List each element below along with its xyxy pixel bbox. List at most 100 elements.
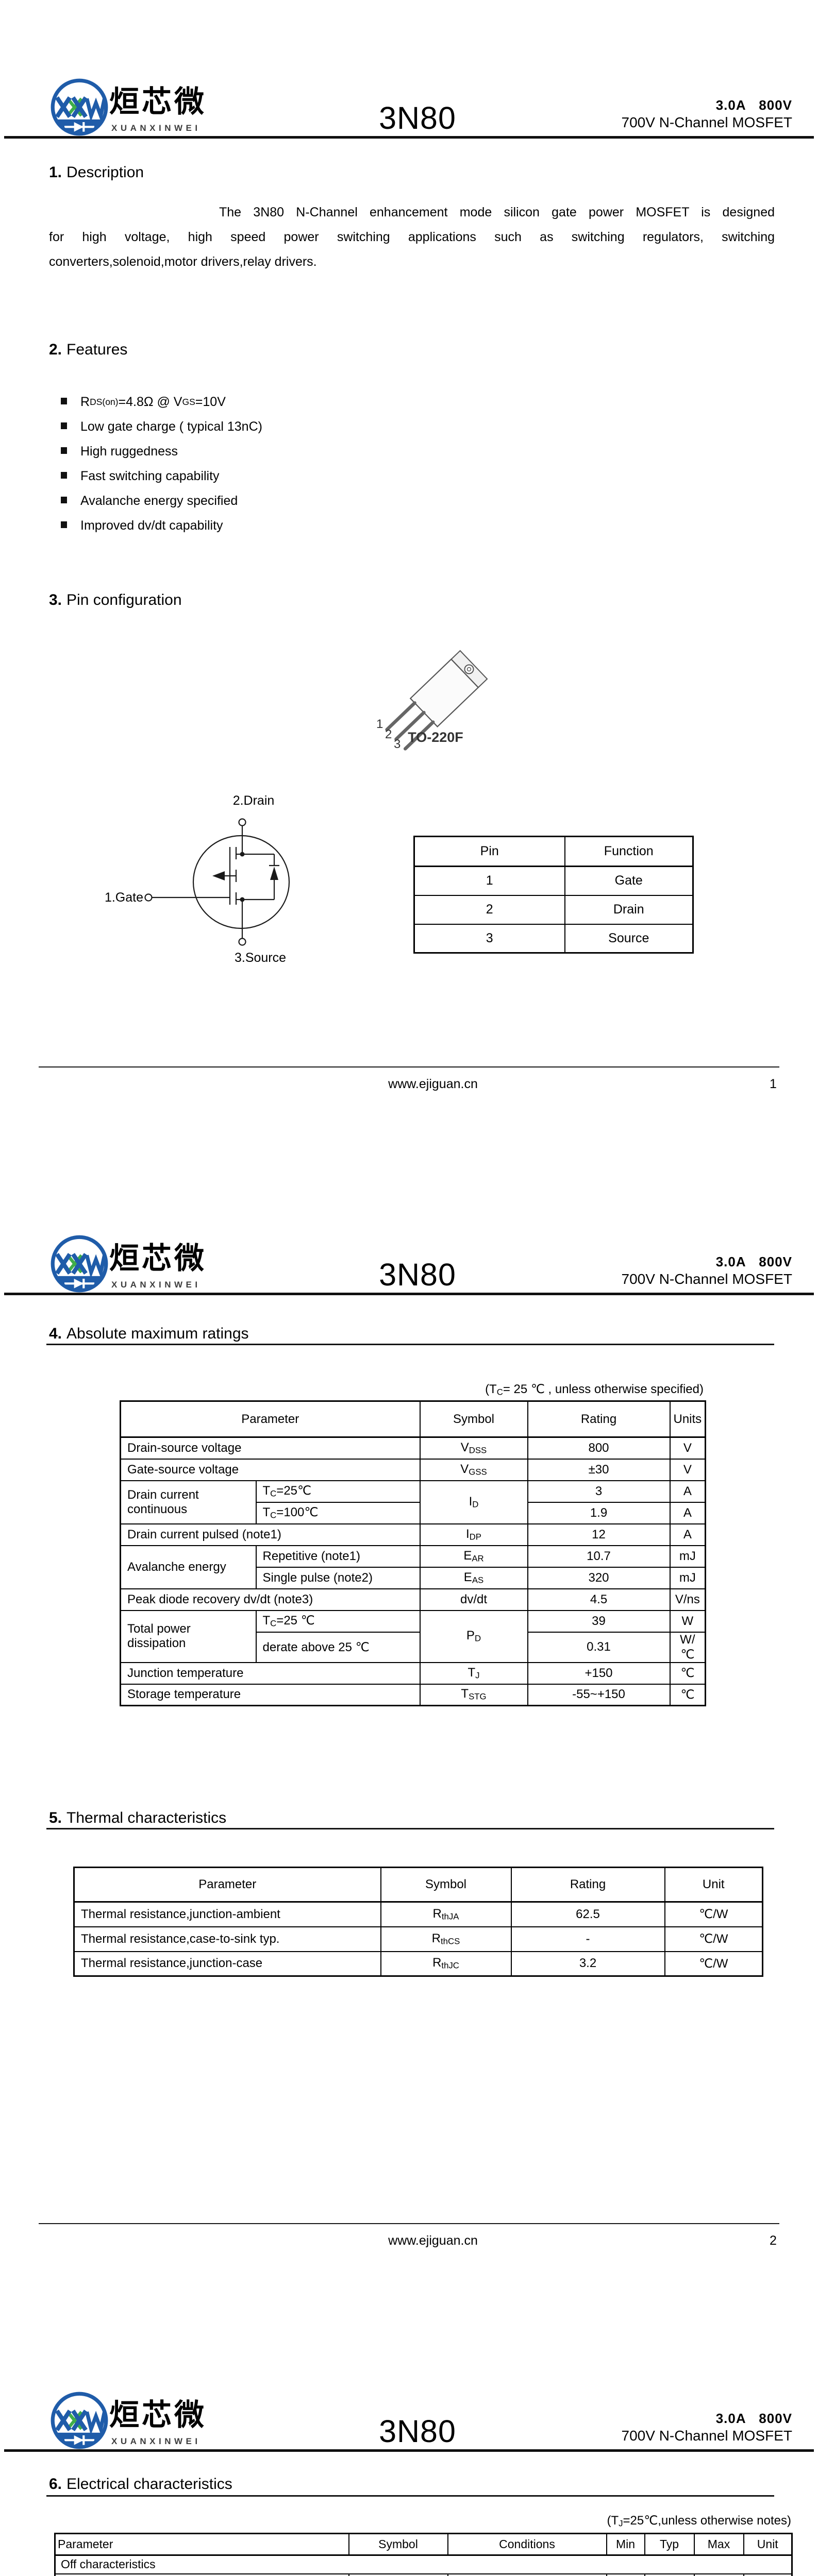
footer-website: www.ejiguan.cn [388, 1077, 478, 1091]
symbol-cell: dv/dt [419, 1588, 528, 1611]
abs-max-table-wrapper: Parameter Symbol Rating Units Drain-sour… [120, 1400, 707, 1706]
feature-item: Low gate charge ( typical 13nC) [61, 414, 525, 439]
table-row: Drain current pulsed (note1) IDP 12 A [120, 1523, 706, 1546]
parameter-cell: Storage temperature [120, 1683, 421, 1706]
rating-cell: 39 [527, 1609, 671, 1633]
test-condition: (TJ=25℃,unless otherwise notes) [607, 2514, 791, 2529]
thermal-table-wrapper: Parameter Symbol Rating Unit Thermal res… [73, 1867, 763, 1977]
brand-name-cn: 烜芯微 [109, 2398, 207, 2432]
page-number: 1 [770, 1077, 777, 1091]
symbol-cell: TSTG [419, 1683, 528, 1706]
package-name: TO-220F [408, 730, 463, 745]
unit-cell: A [669, 1501, 706, 1524]
section-underline [46, 2495, 774, 2497]
page-3: 烜芯微 XUANXINWEI 3N80 3.0A 800V 700V N-Cha… [0, 2313, 818, 2576]
unit-cell: ℃/W [664, 1951, 763, 1977]
section-underline [46, 1828, 774, 1829]
unit-cell: mJ [669, 1545, 706, 1568]
brand-name-en: XUANXINWEI [111, 1280, 201, 1290]
table-row: Parameter Symbol Rating Units [120, 1400, 706, 1438]
table-row: Parameter Symbol Conditions Min Typ Max … [54, 2533, 793, 2556]
footer-rule [39, 1066, 779, 1067]
part-number: 3N80 [379, 1257, 456, 1292]
company-logo-icon [51, 78, 108, 136]
footer-website: www.ejiguan.cn [388, 2233, 478, 2248]
description-paragraph: The 3N80 N-Channel enhancement mode sili… [49, 200, 775, 274]
header-rating: 3.0A 800V [715, 97, 792, 113]
typ-header: Typ [644, 2533, 695, 2556]
brand-name-cn: 烜芯微 [109, 85, 207, 118]
parameter-cell: Drain current continuous [120, 1480, 257, 1524]
table-row: Thermal resistance,junction-ambient RthJ… [73, 1901, 763, 1927]
unit-cell: W [669, 1609, 706, 1633]
electrical-table-wrapper: Parameter Symbol Conditions Min Typ Max … [54, 2533, 793, 2576]
section-heading-absolute-maximum-ratings: 4. Absolute maximum ratings [49, 1325, 249, 1342]
rating-cell: 1.9 [527, 1501, 671, 1524]
feature-item: Fast switching capability [61, 464, 525, 488]
header-subtitle: 700V N-Channel MOSFET [621, 1271, 792, 1287]
test-condition: (TC= 25 ℃ , unless otherwise specified) [485, 1382, 704, 1397]
symbol-cell: RthJA [380, 1901, 512, 1927]
table-row: Drain-source voltage VDSS 800 V [120, 1436, 706, 1460]
company-logo-icon [51, 2392, 108, 2449]
table-row: Thermal resistance,junction-case RthJC 3… [73, 1951, 763, 1977]
feature-item: Avalanche energy specified [61, 488, 525, 513]
rating-header: Rating [527, 1400, 671, 1438]
rating-cell: - [510, 1926, 665, 1952]
unit-cell: mJ [669, 1566, 706, 1589]
symbol-header: Symbol [419, 1400, 528, 1438]
unit-cell: ℃ [669, 1662, 706, 1685]
symbol-cell: VDSS [419, 1436, 528, 1460]
brand-name-cn: 烜芯微 [109, 1242, 207, 1275]
parameter-cell: Thermal resistance,junction-case [73, 1951, 381, 1977]
table-row: Gate-source voltage VGSS ±30 V [120, 1458, 706, 1481]
to-220f-package-icon [385, 650, 488, 751]
unit-cell: V [669, 1458, 706, 1481]
package-pin-number: 1 [376, 717, 383, 731]
unit-header: Unit [743, 2533, 793, 2556]
feature-item: High ruggedness [61, 439, 525, 464]
rating-cell: 3.2 [510, 1951, 665, 1977]
page-number: 2 [770, 2233, 777, 2248]
pin-cell: 2 [413, 894, 565, 925]
symbol-cell: RthCS [380, 1926, 512, 1952]
unit-cell: A [669, 1523, 706, 1546]
header-rule [4, 2449, 814, 2452]
function-cell: Source [564, 923, 694, 954]
brand-name-en: XUANXINWEI [111, 123, 201, 133]
max-header: Max [693, 2533, 744, 2556]
unit-header: Unit [664, 1867, 763, 1903]
pin-label-source: 3.Source [234, 951, 287, 965]
parameter-header: Parameter [54, 2533, 349, 2556]
rating-cell: ±30 [527, 1458, 671, 1481]
pin-header: Pin [413, 836, 565, 867]
condition-cell: TC=25℃ [255, 1480, 421, 1503]
company-logo-icon [51, 1235, 108, 1293]
unit-cell: A [669, 1480, 706, 1503]
symbol-cell: EAR [419, 1545, 528, 1568]
pin-table-wrapper: Pin Function 1 Gate 2 Drain 3 Source [413, 836, 694, 954]
symbol-cell: PD [419, 1609, 528, 1663]
parameter-cell: Avalanche energy [120, 1545, 257, 1589]
parameter-cell: Drain-source voltage [120, 1436, 421, 1460]
min-header: Min [606, 2533, 645, 2556]
rating-cell: 12 [527, 1523, 671, 1546]
table-row: Total power dissipation TC=25 ℃ PD 39 W [120, 1609, 706, 1663]
rating-cell: 4.5 [527, 1588, 671, 1611]
symbol-cell: ID [419, 1480, 528, 1524]
unit-cell: V/ns [669, 1588, 706, 1611]
header-rule [4, 136, 814, 139]
absolute-maximum-ratings-table: Parameter Symbol Rating Units Drain-sour… [120, 1400, 707, 1706]
symbol-header: Symbol [380, 1867, 512, 1903]
rating-cell: 3 [527, 1480, 671, 1503]
conditions-cell: VGS=0V,ID=250μA [447, 2573, 607, 2576]
parameter-cell: Peak diode recovery dv/dt (note3) [120, 1588, 421, 1611]
package-pin-number: 2 [385, 727, 392, 741]
function-cell: Drain [564, 894, 694, 925]
rating-header: Rating [510, 1867, 665, 1903]
symbol-cell: TJ [419, 1662, 528, 1685]
rating-cell: 10.7 [527, 1545, 671, 1568]
mosfet-symbol-icon [144, 818, 290, 946]
min-cell: 800 [606, 2573, 645, 2576]
